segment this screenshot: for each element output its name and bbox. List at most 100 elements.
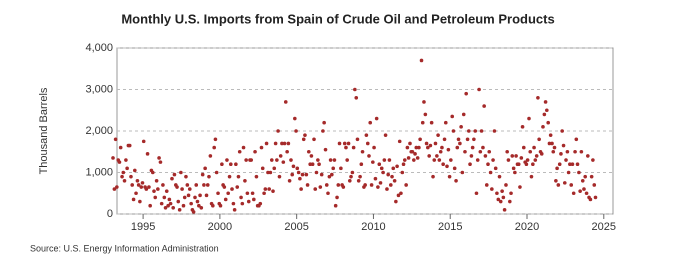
data-point <box>390 174 394 179</box>
data-point <box>529 174 534 179</box>
data-point <box>263 187 268 191</box>
data-point <box>396 193 401 198</box>
data-point <box>363 183 367 187</box>
data-point <box>138 199 142 204</box>
data-point <box>140 181 145 185</box>
data-point <box>556 183 561 187</box>
data-point <box>543 100 548 104</box>
data-point <box>328 158 333 162</box>
data-point <box>592 183 597 187</box>
x-tick-label: 2010 <box>361 221 385 233</box>
data-point <box>323 147 328 152</box>
source-note: Source: U.S. Energy Information Administ… <box>30 243 219 253</box>
data-point <box>167 197 172 202</box>
data-point <box>568 162 572 166</box>
data-point <box>546 120 550 125</box>
data-point <box>232 208 237 212</box>
data-point <box>354 96 359 100</box>
data-point <box>122 179 127 183</box>
data-point <box>318 185 323 189</box>
data-point <box>378 181 383 185</box>
data-point <box>426 145 430 150</box>
data-point <box>341 185 346 189</box>
data-point <box>456 137 461 142</box>
data-point <box>204 193 209 198</box>
data-point <box>345 158 349 162</box>
data-point <box>331 166 336 171</box>
data-point <box>234 162 238 166</box>
data-point <box>148 203 152 208</box>
data-point <box>253 149 257 154</box>
data-point <box>203 166 207 171</box>
data-point <box>330 172 334 177</box>
data-point <box>571 191 576 196</box>
data-point <box>147 185 151 189</box>
data-point <box>455 145 460 150</box>
data-point <box>258 201 263 206</box>
data-point <box>213 137 218 142</box>
data-point <box>482 104 486 108</box>
data-point <box>470 145 475 150</box>
data-point <box>159 201 164 206</box>
data-point <box>475 158 480 162</box>
data-point <box>452 166 457 171</box>
data-point <box>273 141 278 146</box>
data-point <box>277 174 282 179</box>
data-point <box>402 158 407 162</box>
data-point <box>156 187 160 191</box>
data-point <box>216 191 220 196</box>
data-point <box>351 145 356 150</box>
data-point <box>293 116 297 121</box>
data-point <box>427 154 431 158</box>
data-point <box>289 158 293 162</box>
data-point <box>187 187 192 191</box>
data-point <box>445 164 449 169</box>
data-point <box>545 108 549 113</box>
data-point <box>514 154 518 158</box>
data-point <box>127 143 132 148</box>
y-tick-label: 1,000 <box>85 166 113 178</box>
data-point <box>400 170 405 175</box>
data-point <box>474 191 479 196</box>
data-point <box>382 158 387 162</box>
data-point <box>237 149 242 154</box>
data-point <box>195 199 200 204</box>
data-point <box>125 166 129 171</box>
data-point <box>446 147 451 152</box>
data-point <box>286 141 291 146</box>
data-point <box>442 137 447 142</box>
data-point <box>383 133 388 137</box>
data-point <box>428 143 433 148</box>
data-point <box>559 152 563 156</box>
y-axis-label: Thousand Barrels <box>38 87 50 174</box>
data-point <box>305 183 310 187</box>
data-point <box>220 162 224 166</box>
data-point <box>332 158 337 162</box>
data-point <box>582 187 586 191</box>
data-point <box>450 114 455 119</box>
data-point <box>410 149 415 154</box>
data-point <box>254 174 259 179</box>
data-point <box>534 154 539 158</box>
data-point <box>510 154 515 158</box>
data-point <box>542 112 547 117</box>
data-point <box>506 158 511 162</box>
data-point <box>207 174 211 179</box>
data-point <box>552 145 557 150</box>
data-point <box>560 129 564 133</box>
data-point <box>520 125 525 129</box>
data-point <box>429 120 434 125</box>
data-point <box>184 174 188 179</box>
data-point <box>461 112 466 117</box>
data-point <box>246 199 251 204</box>
data-point <box>112 187 117 191</box>
data-point <box>586 154 590 158</box>
data-point <box>399 191 403 196</box>
data-point <box>554 179 558 183</box>
data-point <box>223 197 228 202</box>
data-point <box>227 174 232 179</box>
data-point <box>441 162 445 166</box>
data-point <box>570 162 575 166</box>
chart-title: Monthly U.S. Imports from Spain of Crude… <box>121 11 554 26</box>
